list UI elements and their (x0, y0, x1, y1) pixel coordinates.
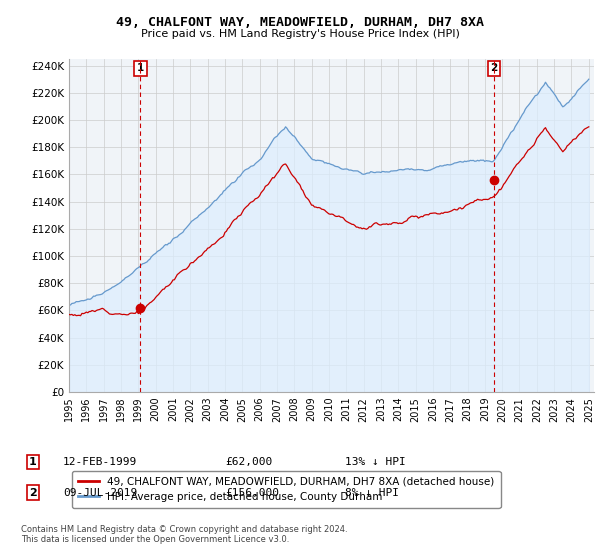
Text: 8% ↓ HPI: 8% ↓ HPI (345, 488, 399, 498)
Text: 2: 2 (29, 488, 37, 498)
Text: 1: 1 (137, 63, 144, 73)
Text: £156,000: £156,000 (225, 488, 279, 498)
Text: Contains HM Land Registry data © Crown copyright and database right 2024.
This d: Contains HM Land Registry data © Crown c… (21, 525, 347, 544)
Legend: 49, CHALFONT WAY, MEADOWFIELD, DURHAM, DH7 8XA (detached house), HPI: Average pr: 49, CHALFONT WAY, MEADOWFIELD, DURHAM, D… (71, 470, 500, 508)
Text: 09-JUL-2019: 09-JUL-2019 (63, 488, 137, 498)
Text: 2: 2 (491, 63, 498, 73)
Text: 12-FEB-1999: 12-FEB-1999 (63, 457, 137, 467)
Text: Price paid vs. HM Land Registry's House Price Index (HPI): Price paid vs. HM Land Registry's House … (140, 29, 460, 39)
Text: £62,000: £62,000 (225, 457, 272, 467)
Text: 49, CHALFONT WAY, MEADOWFIELD, DURHAM, DH7 8XA: 49, CHALFONT WAY, MEADOWFIELD, DURHAM, D… (116, 16, 484, 29)
Text: 1: 1 (29, 457, 37, 467)
Text: 13% ↓ HPI: 13% ↓ HPI (345, 457, 406, 467)
